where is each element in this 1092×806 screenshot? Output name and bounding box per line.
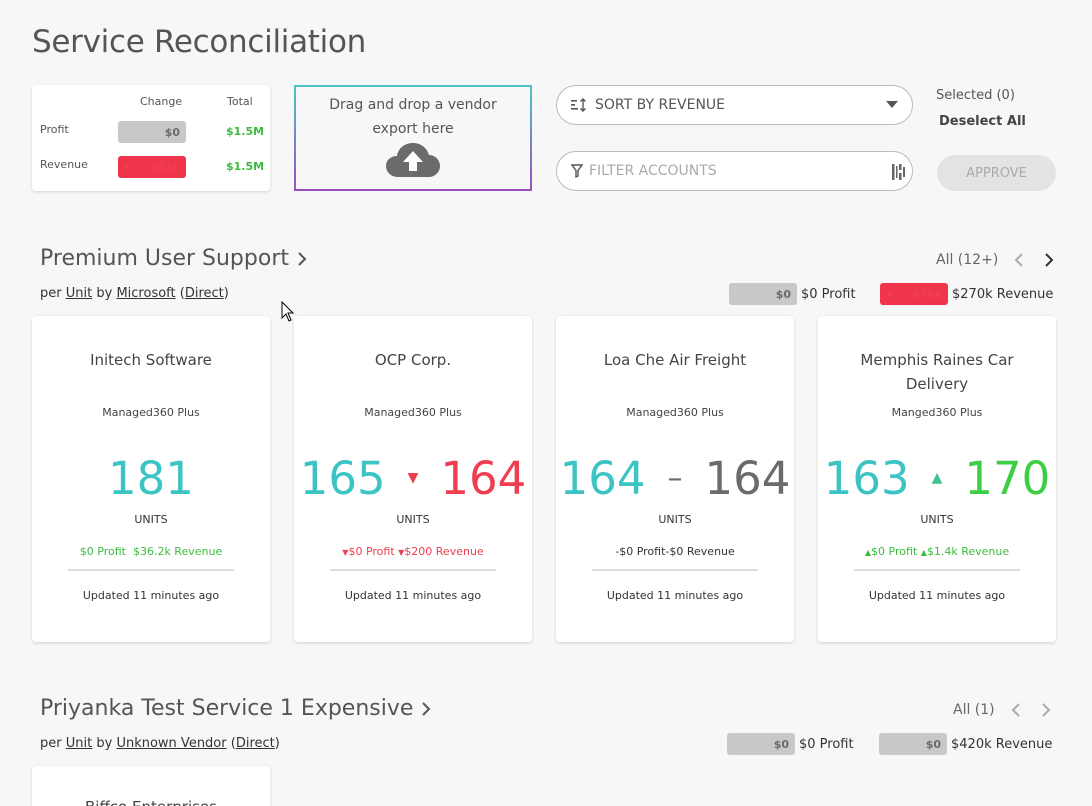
- plan-name: Managed360 Plus: [626, 406, 724, 419]
- barcode-scan-icon[interactable]: [892, 164, 906, 180]
- profit-change-pill: $0: [729, 283, 797, 305]
- updated-time: Updated 11 minutes ago: [868, 589, 1006, 602]
- divider: [854, 569, 1020, 571]
- cloud-upload-icon: [386, 143, 440, 177]
- vendor-link[interactable]: Unknown Vendor: [116, 736, 227, 751]
- summary-card: Change Total Profit $0 $1.5M Revenue ▼ -$…: [32, 85, 270, 191]
- caret-down-icon: ▼: [407, 470, 419, 486]
- section-profit-stat: $0 $0 Profit: [729, 283, 856, 305]
- updated-time: Updated 11 minutes ago: [344, 589, 482, 602]
- caret-down-icon: ▼: [124, 162, 131, 172]
- section-profit-stat: $0 $0 Profit: [727, 733, 854, 755]
- chevron-right-icon: [298, 251, 307, 266]
- caret-up-icon: ▲: [931, 470, 943, 486]
- unit-link[interactable]: Unit: [65, 286, 93, 301]
- chevron-down-icon: [886, 101, 898, 108]
- sort-label: SORT BY REVENUE: [595, 97, 726, 113]
- section-nav: All (1): [953, 701, 1055, 719]
- vendor-export-dropzone[interactable]: Drag and drop a vendor export here: [294, 85, 532, 191]
- previous-unit-count: 164: [559, 451, 646, 505]
- divider: [330, 569, 496, 571]
- section-title-priyanka-test-service[interactable]: Priyanka Test Service 1 Expensive: [40, 696, 431, 721]
- unit-count: 181: [108, 451, 194, 505]
- account-card[interactable]: Biffco Enterprises: [32, 766, 270, 806]
- summary-total-header: Total: [227, 95, 253, 108]
- summary-change-header: Change: [140, 95, 183, 108]
- all-count[interactable]: All (12+): [936, 252, 999, 268]
- divider: [68, 569, 234, 571]
- caret-down-icon: ▼: [886, 289, 893, 299]
- account-name: Initech Software: [90, 351, 212, 369]
- section-revenue-stat: $0 $420k Revenue: [879, 733, 1052, 755]
- next-page-icon[interactable]: [1040, 251, 1058, 269]
- plan-name: Managed360 Plus: [102, 406, 200, 419]
- current-unit-count: 164: [440, 451, 527, 505]
- summary-profit-label: Profit: [40, 123, 69, 136]
- account-name: Loa Che Air Freight: [603, 351, 747, 369]
- section-nav: All (12+): [936, 251, 1058, 269]
- next-page-icon[interactable]: [1037, 701, 1055, 719]
- channel-link[interactable]: Direct: [235, 736, 275, 751]
- all-count[interactable]: All (1): [953, 702, 995, 718]
- units-label: UNITS: [396, 513, 430, 526]
- summary-revenue-total: $1.5M: [226, 160, 265, 173]
- account-name: OCP Corp.: [374, 351, 452, 369]
- updated-time: Updated 11 minutes ago: [82, 589, 220, 602]
- units-label: UNITS: [134, 513, 168, 526]
- plan-name: Managed360 Plus: [364, 406, 462, 419]
- chevron-right-icon: [422, 701, 431, 716]
- profit-change-pill: $0: [727, 733, 795, 755]
- account-card[interactable]: Initech Software Managed360 Plus 181 UNI…: [32, 316, 270, 642]
- revenue-change-pill: ▼ -$78k: [880, 283, 948, 305]
- summary-revenue-change: ▼ -$41k: [118, 156, 186, 178]
- card-deltas: ▼$0 Profit ▼$200 Revenue: [342, 545, 484, 558]
- card-deltas: $0 Profit $36.2k Revenue: [79, 545, 223, 558]
- section-subtitle: per Unit by Microsoft (Direct): [40, 286, 229, 301]
- current-unit-count: 164: [704, 451, 791, 505]
- account-card[interactable]: Loa Che Air Freight Managed360 Plus 164 …: [556, 316, 794, 642]
- units-label: UNITS: [920, 513, 954, 526]
- deselect-all-link[interactable]: Deselect All: [939, 114, 1026, 129]
- account-card[interactable]: OCP Corp. Managed360 Plus 165 ▼ 164 UNIT…: [294, 316, 532, 642]
- prev-page-icon[interactable]: [1010, 251, 1028, 269]
- account-name: Biffco Enterprises: [32, 798, 270, 806]
- divider: [592, 569, 758, 571]
- units-label: UNITS: [658, 513, 692, 526]
- dash-icon: –: [667, 460, 683, 496]
- section-title-premium-user-support[interactable]: Premium User Support: [40, 246, 307, 271]
- section-title-text: Priyanka Test Service 1 Expensive: [40, 696, 414, 721]
- card-deltas: ▲$0 Profit ▲$1.4k Revenue: [864, 545, 1010, 558]
- prev-page-icon[interactable]: [1007, 701, 1025, 719]
- plan-name: Manged360 Plus: [891, 406, 983, 419]
- revenue-change-pill: $0: [879, 733, 947, 755]
- selected-count: Selected (0): [936, 88, 1015, 103]
- dropzone-line-2: export here: [372, 121, 454, 137]
- section-subtitle: per Unit by Unknown Vendor (Direct): [40, 736, 280, 751]
- previous-unit-count: 165: [299, 451, 386, 505]
- channel-link[interactable]: Direct: [184, 286, 224, 301]
- sort-select[interactable]: SORT BY REVENUE: [556, 85, 913, 125]
- summary-profit-change: $0: [118, 121, 186, 143]
- summary-revenue-label: Revenue: [40, 158, 88, 171]
- section-title-text: Premium User Support: [40, 246, 289, 271]
- card-deltas: -$0 Profit-$0 Revenue: [615, 545, 735, 558]
- dropzone-line-1: Drag and drop a vendor: [329, 97, 497, 113]
- updated-time: Updated 11 minutes ago: [606, 589, 744, 602]
- filter-accounts-input[interactable]: [589, 163, 879, 179]
- section-revenue-stat: ▼ -$78k $270k Revenue: [880, 283, 1053, 305]
- filter-icon: [571, 164, 583, 178]
- sort-icon: [571, 98, 586, 112]
- mouse-cursor-icon: [281, 301, 295, 322]
- summary-profit-total: $1.5M: [226, 125, 265, 138]
- filter-accounts-field[interactable]: [556, 151, 913, 191]
- current-unit-count: 170: [964, 451, 1051, 505]
- approve-button[interactable]: APPROVE: [937, 155, 1056, 191]
- unit-link[interactable]: Unit: [65, 736, 93, 751]
- account-name: Memphis Raines Car Delivery: [860, 351, 1014, 393]
- page-title: Service Reconciliation: [32, 24, 366, 60]
- previous-unit-count: 163: [823, 451, 910, 505]
- account-card[interactable]: Memphis Raines Car Delivery Manged360 Pl…: [818, 316, 1056, 642]
- vendor-link[interactable]: Microsoft: [116, 286, 176, 301]
